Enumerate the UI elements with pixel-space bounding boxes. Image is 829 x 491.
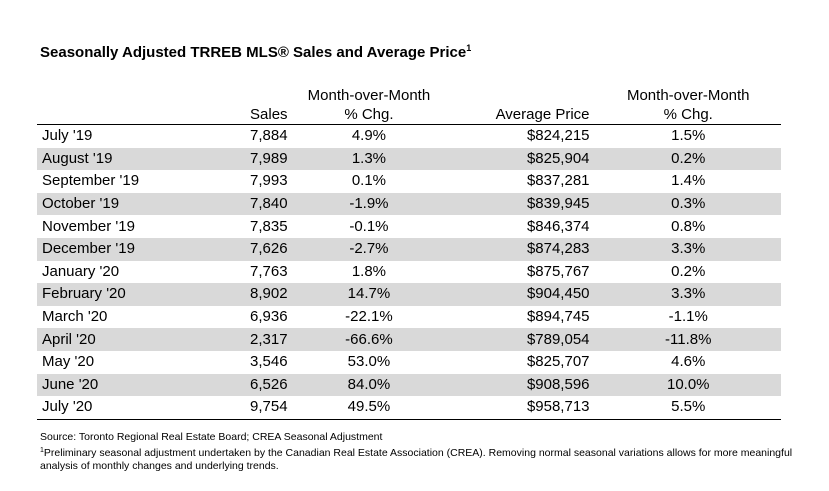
cell-sales: 7,763 (250, 262, 288, 280)
cell-month: September '19 (42, 172, 140, 190)
cell-price-mom: 0.3% (595, 192, 781, 216)
cell-price-mom: 1.5% (595, 123, 781, 148)
table-row: November '19 7,835 -0.1% $846,374 0.8% (37, 215, 781, 238)
cell-price-mom: 3.3% (595, 283, 781, 306)
cell-month: July '19 (37, 123, 209, 148)
cell-sales-mom: 1.8% (351, 262, 387, 280)
cell-sales: 8,902 (208, 283, 296, 306)
cell-month: October '19 (37, 192, 209, 216)
cell-average-price: $904,450 (442, 283, 596, 306)
cell-average-price: $825,904 (442, 147, 596, 171)
cell-sales: 7,835 (250, 217, 288, 235)
cell-sales: 7,626 (208, 237, 296, 261)
cell-month: November '19 (42, 217, 135, 235)
cell-sales-mom: 4.9% (295, 123, 443, 148)
table-row: May '20 3,546 53.0% $825,707 4.6% (37, 351, 781, 374)
cell-sales: 9,754 (208, 396, 296, 420)
cell-sales-mom: 84.0% (295, 373, 443, 397)
cell-average-price: $874,283 (442, 237, 596, 261)
cell-sales-mom: -66.6% (295, 328, 443, 351)
table-title-text: Seasonally Adjusted TRREB MLS® Sales and… (40, 44, 467, 61)
header-sales-mom-line1: Month-over-Month (307, 87, 431, 104)
table-row: August '19 7,989 1.3% $825,904 0.2% (37, 147, 781, 171)
cell-sales-mom: -1.9% (295, 192, 443, 216)
cell-month: January '20 (42, 262, 120, 280)
cell-average-price: $837,281 (526, 172, 590, 190)
header-price-mom-line2: % Chg. (663, 106, 713, 123)
cell-sales-mom: 14.7% (295, 283, 443, 306)
cell-price-mom: 0.8% (671, 217, 706, 235)
footnote: 1Preliminary seasonal adjustment underta… (40, 444, 800, 473)
cell-sales: 7,993 (250, 172, 288, 190)
table-row: January '20 7,763 1.8% $875,767 0.2% (37, 261, 781, 284)
table-row: July '19 7,884 4.9% $824,215 1.5% (37, 123, 781, 148)
header-sales-mom-line2: % Chg. (344, 106, 394, 123)
cell-month: June '20 (37, 373, 209, 397)
title-footnote-marker: 1 (466, 43, 472, 53)
cell-average-price: $839,945 (442, 192, 596, 216)
source-note: Source: Toronto Regional Real Estate Boa… (40, 431, 383, 443)
cell-average-price: $825,707 (526, 353, 590, 371)
table-row: October '19 7,840 -1.9% $839,945 0.3% (37, 192, 781, 216)
header-sales: Sales (250, 106, 288, 123)
cell-average-price: $824,215 (442, 123, 596, 148)
cell-price-mom: 10.0% (595, 373, 781, 397)
table-row: September '19 7,993 0.1% $837,281 1.4% (37, 170, 781, 193)
table-title: Seasonally Adjusted TRREB MLS® Sales and… (40, 43, 471, 61)
table-row: December '19 7,626 -2.7% $874,283 3.3% (37, 237, 781, 261)
cell-sales: 3,546 (250, 353, 288, 371)
cell-average-price: $875,767 (526, 262, 590, 280)
cell-sales-mom: -2.7% (295, 237, 443, 261)
cell-price-mom: 5.5% (595, 396, 781, 420)
cell-month: December '19 (37, 237, 209, 261)
cell-sales: 7,840 (208, 192, 296, 216)
cell-price-mom: -11.8% (595, 328, 781, 351)
cell-average-price: $846,374 (526, 217, 590, 235)
table-notes: Source: Toronto Regional Real Estate Boa… (40, 431, 800, 473)
table-row: March '20 6,936 -22.1% $894,745 -1.1% (37, 306, 781, 329)
cell-average-price: $908,596 (442, 373, 596, 397)
sales-price-table: Sales Month-over-Month % Chg. Average Pr… (37, 85, 781, 420)
cell-sales-mom: 0.1% (351, 172, 387, 190)
cell-sales-mom: -0.1% (349, 217, 389, 235)
cell-month: July '20 (37, 396, 209, 420)
cell-price-mom: 1.4% (671, 172, 706, 190)
table-row: April '20 2,317 -66.6% $789,054 -11.8% (37, 328, 781, 351)
cell-price-mom: 3.3% (595, 237, 781, 261)
header-sales-mom: Month-over-Month % Chg. (296, 85, 443, 125)
cell-price-mom: 4.6% (671, 353, 706, 371)
cell-sales: 2,317 (208, 328, 296, 351)
cell-sales: 7,989 (208, 147, 296, 171)
cell-price-mom: 0.2% (595, 147, 781, 171)
header-price-mom-line1: Month-over-Month (626, 87, 750, 104)
cell-sales: 6,526 (208, 373, 296, 397)
footnote-text: Preliminary seasonal adjustment undertak… (40, 447, 793, 472)
cell-month: May '20 (42, 353, 95, 371)
table-body: July '19 7,884 4.9% $824,215 1.5% August… (37, 123, 781, 420)
table-row: February '20 8,902 14.7% $904,450 3.3% (37, 283, 781, 306)
cell-month: February '20 (37, 283, 209, 306)
cell-price-mom: 0.2% (671, 262, 706, 280)
cell-sales-mom: 49.5% (295, 396, 443, 420)
cell-month: August '19 (37, 147, 209, 171)
header-month (37, 85, 209, 125)
table-row: June '20 6,526 84.0% $908,596 10.0% (37, 373, 781, 397)
cell-sales-mom: 1.3% (295, 147, 443, 171)
header-price-mom: Month-over-Month % Chg. (596, 85, 781, 125)
cell-month: March '20 (42, 308, 108, 326)
cell-average-price: $894,745 (526, 308, 590, 326)
cell-sales-mom: 53.0% (347, 353, 391, 371)
cell-month: April '20 (37, 328, 209, 351)
cell-sales-mom: -22.1% (345, 308, 393, 326)
cell-average-price: $958,713 (442, 396, 596, 420)
cell-sales: 6,936 (250, 308, 288, 326)
footnote-marker: 1 (40, 447, 44, 454)
table-row: July '20 9,754 49.5% $958,713 5.5% (37, 396, 781, 420)
table-header-row: Sales Month-over-Month % Chg. Average Pr… (37, 85, 781, 125)
cell-price-mom: -1.1% (668, 308, 708, 326)
cell-average-price: $789,054 (442, 328, 596, 351)
header-average-price: Average Price (495, 106, 590, 123)
cell-sales: 7,884 (208, 123, 296, 148)
